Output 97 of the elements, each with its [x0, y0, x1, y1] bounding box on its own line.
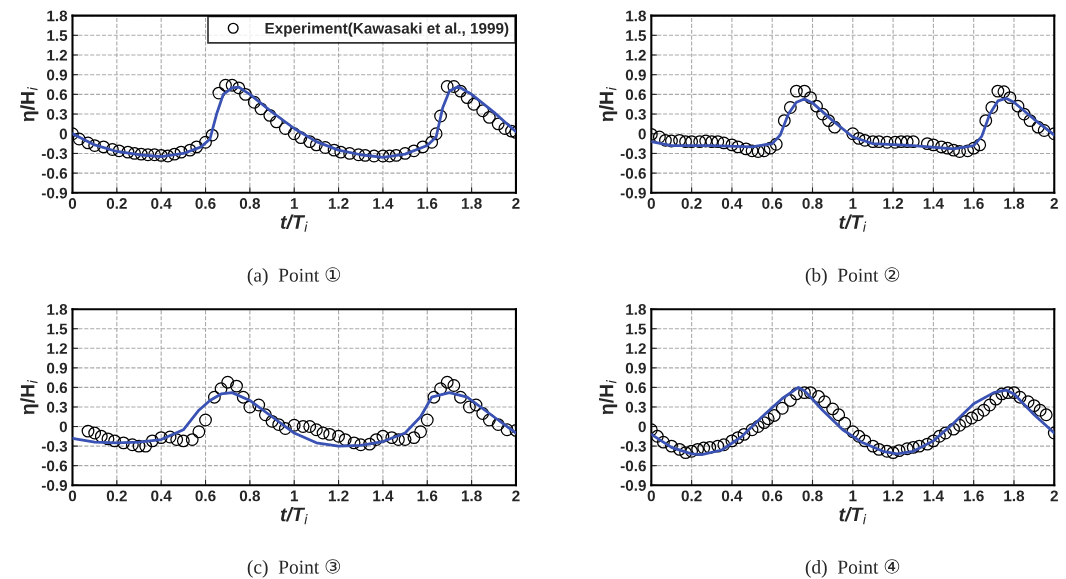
y-tick-label: 0.6 [46, 89, 68, 101]
y-tick-label: 0.6 [625, 382, 646, 394]
y-tick-label: 0 [638, 128, 646, 140]
y-tick-label: -0.3 [41, 148, 68, 160]
y-axis-title: η/H$_{i}$ [20, 86, 39, 122]
y-tick-label: -0.6 [41, 460, 68, 472]
x-tick-label: 1.4 [373, 490, 394, 502]
x-tick-label: 0.8 [802, 198, 823, 209]
y-tick-label: 1.8 [47, 10, 68, 22]
x-tick-label: 0 [647, 198, 655, 209]
y-tick-label: -0.6 [41, 167, 68, 179]
y-axis-title: η/H$_{i}$ [20, 379, 39, 415]
y-tick-label: 0.9 [46, 362, 68, 374]
x-tick-label: 1.8 [1004, 490, 1025, 502]
y-tick-label: 1.2 [47, 343, 68, 354]
y-tick-label: 1.5 [626, 30, 647, 42]
x-tick-label: 0.4 [151, 198, 172, 209]
text: (c) Point ③ [247, 559, 341, 578]
y-axis-title: η/H$_{i}$ [599, 379, 618, 415]
x-tick-label: 0.6 [195, 198, 216, 209]
y-tick-label: -0.3 [41, 440, 68, 452]
x-tick-label: 0.4 [721, 198, 743, 209]
x-tick-label: 1.2 [883, 198, 904, 209]
y-tick-label: 1.2 [626, 343, 646, 354]
x-tick-label: 1.6 [417, 490, 438, 502]
x-tick-label: 1.6 [964, 198, 984, 209]
x-tick-label: 0.8 [239, 198, 261, 209]
x-tick-label: 1.8 [461, 198, 482, 209]
x-tick-label: 0.4 [151, 490, 172, 502]
y-tick-label: 0 [59, 128, 67, 140]
x-tick-label: 0.2 [681, 490, 702, 502]
y-tick-label: 0.3 [46, 108, 68, 120]
x-axis-title: t/T$_{i}$ [839, 506, 867, 525]
x-tick-label: 0.4 [721, 490, 743, 502]
x-tick-label: 0.8 [802, 490, 823, 502]
y-tick-label: 0.6 [46, 382, 68, 394]
x-tick-label: 0.6 [195, 490, 216, 502]
y-tick-label: 0.3 [625, 401, 646, 413]
x-tick-label: 1.6 [964, 490, 984, 502]
x-tick-label: 0.6 [762, 198, 783, 209]
y-tick-label: 0.9 [625, 362, 646, 374]
text: (b) Point ② [805, 267, 900, 286]
x-axis-title: t/T$_{i}$ [839, 214, 867, 232]
x-tick-label: 0.2 [681, 198, 702, 209]
y-tick-label: 1.5 [626, 323, 647, 335]
x-tick-label: 1.8 [1004, 198, 1025, 209]
x-tick-label: 1 [849, 490, 857, 502]
x-tick-label: 2 [1050, 198, 1058, 209]
y-tick-label: 0.3 [625, 108, 646, 120]
x-tick-label: 1 [290, 490, 299, 502]
x-tick-label: 2 [1050, 490, 1058, 502]
y-tick-label: 0.9 [625, 69, 646, 81]
y-tick-label: -0.9 [41, 187, 68, 199]
x-axis-title: t/T$_{i}$ [280, 214, 308, 232]
y-tick-label: -0.9 [620, 480, 646, 491]
x-tick-label: 1.2 [328, 490, 349, 502]
y-axis-title: η/H$_{i}$ [599, 86, 618, 122]
y-tick-label: -0.9 [41, 480, 68, 491]
x-tick-label: 1.4 [923, 198, 944, 209]
y-tick-label: -0.3 [620, 148, 646, 160]
x-tick-label: 2 [512, 198, 520, 209]
text: (d) Point ④ [805, 559, 900, 578]
x-tick-label: 0.8 [239, 490, 261, 502]
y-tick-label: 1.8 [47, 304, 68, 315]
x-tick-label: 1.6 [417, 198, 438, 209]
x-tick-label: 1.4 [373, 198, 394, 209]
y-tick-label: 1.8 [626, 304, 646, 315]
x-tick-label: 0.2 [106, 198, 127, 209]
y-tick-label: -0.6 [620, 167, 646, 179]
x-tick-label: 1.2 [883, 490, 904, 502]
x-tick-label: 0.2 [106, 490, 127, 502]
y-tick-label: 0 [638, 421, 646, 433]
x-tick-label: 1 [290, 198, 299, 209]
x-tick-label: 0 [647, 490, 655, 502]
x-tick-label: 0 [68, 198, 77, 209]
x-tick-label: 1 [849, 198, 857, 209]
x-tick-label: 1.8 [461, 490, 482, 502]
y-tick-label: 0.3 [46, 401, 68, 413]
y-tick-label: 1.2 [47, 49, 68, 61]
y-tick-label: 1.5 [47, 323, 68, 335]
y-tick-label: -0.3 [620, 440, 646, 452]
x-tick-label: 1.4 [923, 490, 944, 502]
legend-label: Experiment(Kawasaki et al., 1999) [265, 22, 509, 37]
y-tick-label: 0.9 [46, 69, 68, 81]
y-tick-label: -0.6 [620, 460, 646, 472]
text: (a) Point ① [247, 267, 341, 286]
x-tick-label: 2 [512, 490, 520, 502]
y-tick-label: 1.2 [626, 49, 646, 61]
x-tick-label: 1.2 [328, 198, 349, 209]
x-axis-title: t/T$_{i}$ [280, 506, 308, 525]
y-tick-label: 0.6 [625, 89, 646, 101]
x-tick-label: 0.6 [762, 490, 783, 502]
y-tick-label: 1.8 [626, 10, 646, 22]
y-tick-label: -0.9 [620, 187, 646, 199]
y-tick-label: 1.5 [47, 30, 68, 42]
x-tick-label: 0 [68, 490, 77, 502]
y-tick-label: 0 [59, 421, 67, 433]
